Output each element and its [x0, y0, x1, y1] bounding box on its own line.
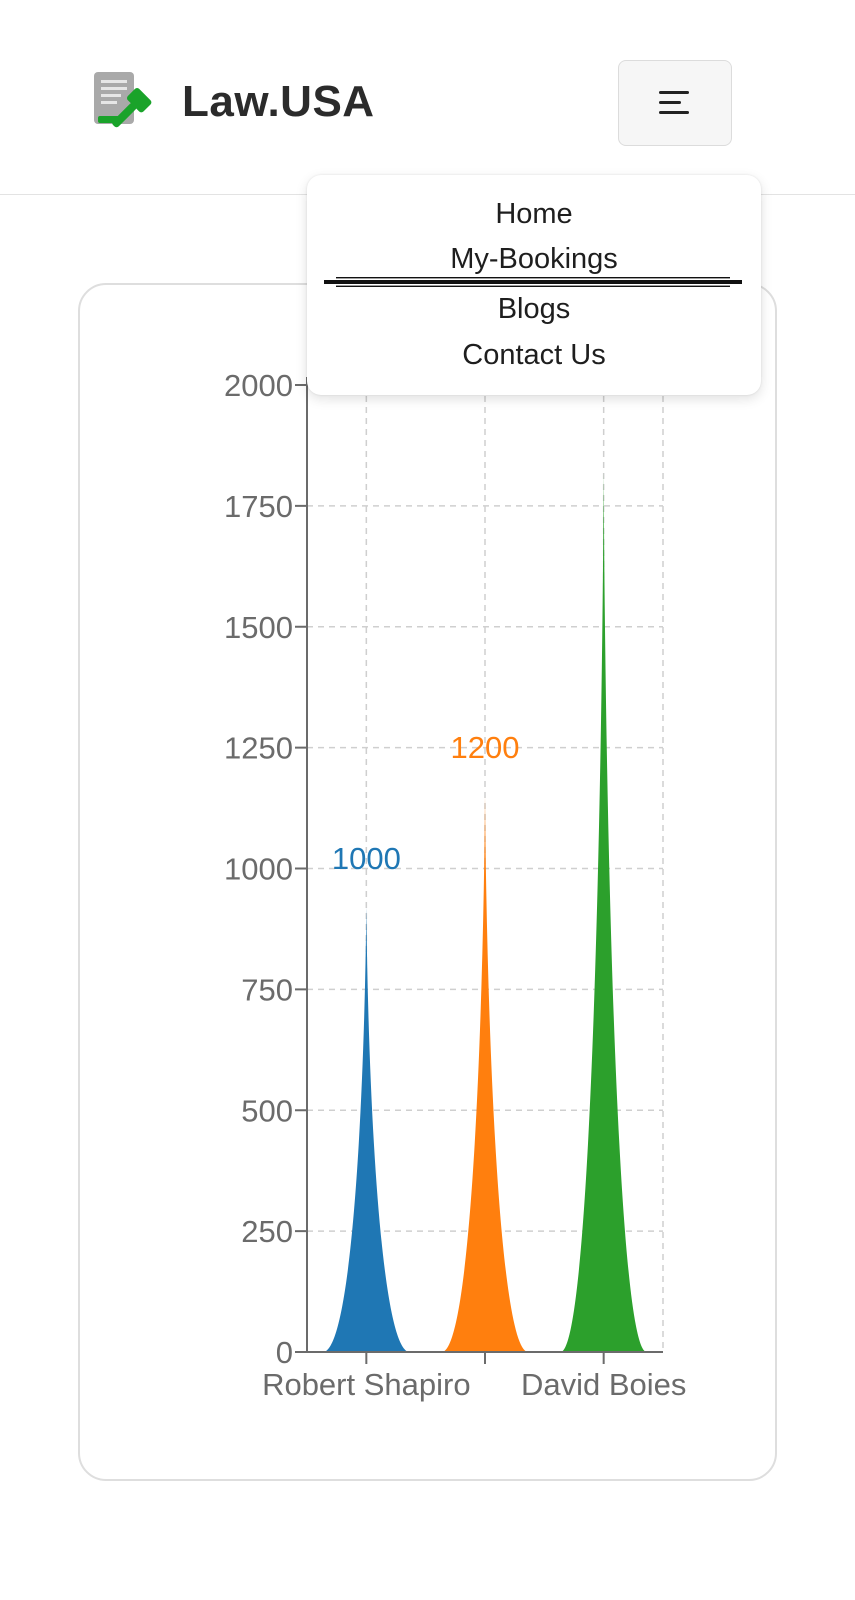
y-tick-label: 1250 — [224, 731, 293, 766]
data-label: 1200 — [451, 730, 520, 765]
hamburger-menu-icon — [659, 91, 689, 114]
nav-item-my-bookings[interactable]: My-Bookings — [450, 243, 618, 275]
menu-toggle-button[interactable] — [618, 60, 732, 146]
brand-link[interactable]: Law.USA — [92, 70, 375, 134]
chart-card: 0 250 500 750 1000 1250 1500 1750 2000 Robert Sha… — [78, 283, 777, 1481]
menu-divider — [324, 277, 742, 287]
bar-0 — [323, 907, 410, 1352]
y-tick-label: 250 — [241, 1214, 293, 1249]
nav-item-home[interactable]: Home — [495, 198, 573, 230]
bar-1 — [442, 795, 528, 1352]
nav-item-blogs[interactable]: Blogs — [497, 293, 571, 325]
nav-dropdown-menu: Home My-Bookings Blogs Contact Us — [307, 175, 761, 395]
navbar: Law.USA — [0, 0, 855, 195]
bar-2 — [560, 472, 647, 1352]
bar-chart: 0 250 500 750 1000 1250 1500 1750 2000 Robert Sha… — [224, 368, 686, 1402]
nav-item-contact-us[interactable]: Contact Us — [462, 339, 606, 371]
y-tick-label: 1000 — [224, 852, 293, 887]
y-tick-label: 750 — [241, 972, 293, 1007]
y-tick-label: 1500 — [224, 610, 293, 645]
data-label: 1000 — [332, 841, 401, 876]
brand-name: Law.USA — [182, 77, 375, 126]
x-tick-label: Robert Shapiro — [262, 1367, 471, 1402]
y-tick-label: 0 — [276, 1335, 293, 1370]
y-tick-label: 500 — [241, 1093, 293, 1128]
y-tick-label: 2000 — [224, 368, 293, 403]
y-tick-label: 1750 — [224, 489, 293, 524]
gavel-document-icon — [94, 72, 152, 128]
x-tick-label: David Boies — [521, 1367, 686, 1402]
